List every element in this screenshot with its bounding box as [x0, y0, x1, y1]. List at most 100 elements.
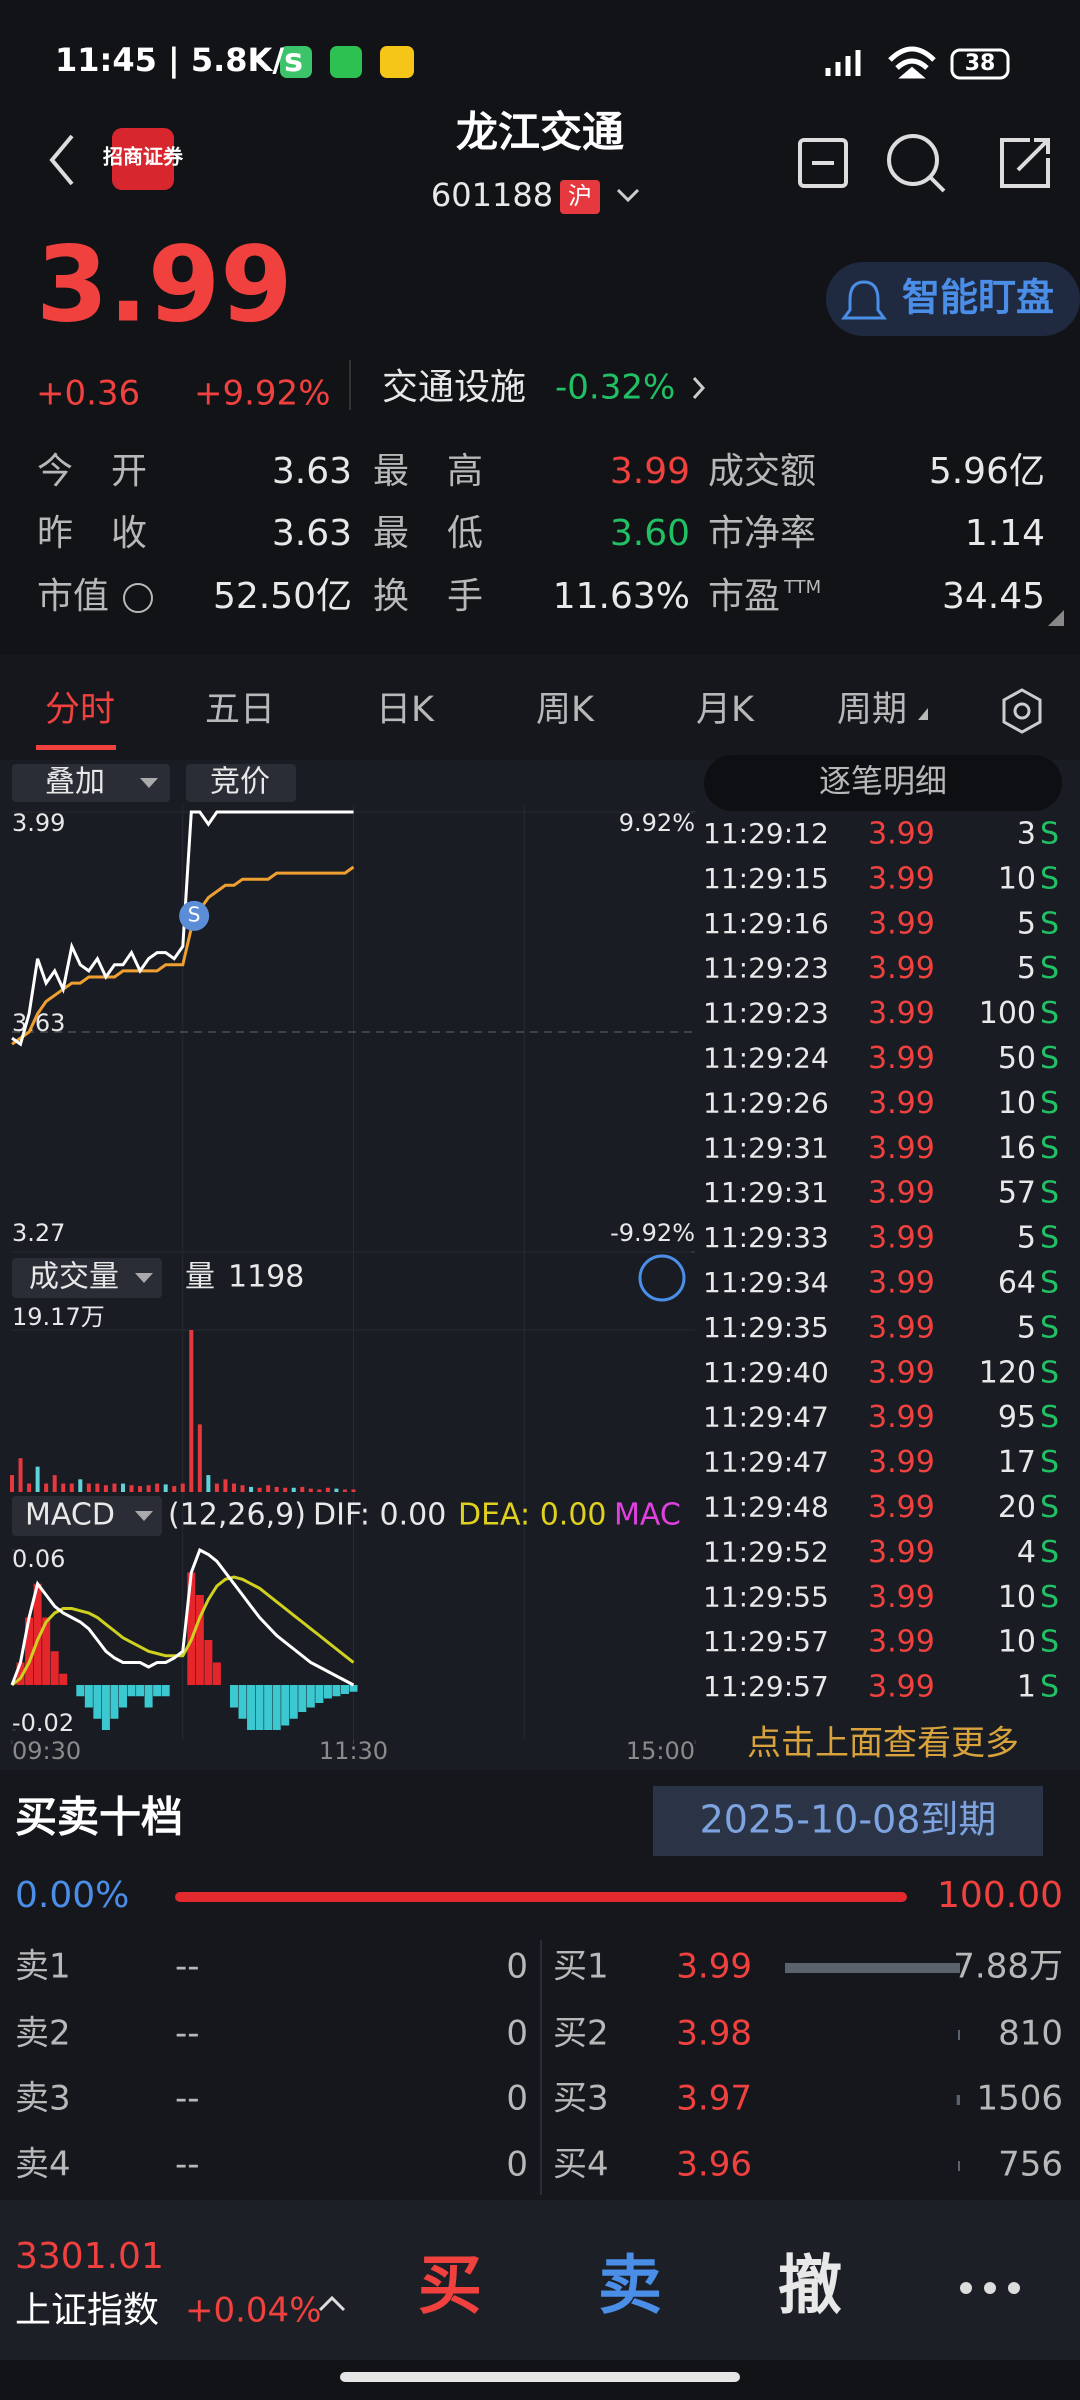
stat-value: 5.96亿 — [929, 451, 1045, 492]
settings-icon[interactable] — [1002, 688, 1042, 734]
volume-button[interactable]: 成交量 — [29, 1260, 119, 1295]
tick-price: 3.99 — [868, 1445, 935, 1480]
button[interactable]: 叠加 — [45, 765, 105, 800]
volume-bar — [249, 1486, 254, 1492]
zoom-button[interactable] — [638, 1254, 686, 1302]
ticks-more[interactable]: 点击上面查看更多 — [747, 1724, 1019, 1764]
macd-bar — [255, 1685, 264, 1730]
tick-price: 3.99 — [868, 861, 935, 896]
volume-bar — [44, 1483, 49, 1492]
sell-button[interactable]: 卖 — [598, 2250, 662, 2324]
macd-button[interactable]: MACD — [25, 1498, 115, 1533]
cancel-button[interactable]: 撤 — [778, 2250, 842, 2324]
dropdown-arrow[interactable] — [616, 188, 640, 203]
tick-price: 3.99 — [868, 951, 935, 986]
tick-time: 11:29:26 — [703, 1086, 829, 1119]
info-icon[interactable] — [123, 583, 153, 613]
macd-bar — [144, 1685, 153, 1708]
status-time: 11:45 | 5.8K/s — [55, 41, 303, 80]
volume-bar — [78, 1479, 83, 1492]
buy-volume: 7.88万 — [953, 1947, 1063, 1987]
button-caret — [140, 778, 158, 788]
macd-bar — [161, 1685, 170, 1697]
macd-bar — [204, 1640, 213, 1685]
tick-time: 11:29:31 — [703, 1131, 829, 1164]
tick-time: 11:29:47 — [703, 1446, 829, 1479]
sell-label: 卖4 — [15, 2145, 71, 2185]
macd-bar — [42, 1617, 51, 1685]
chart-bg — [0, 760, 1080, 1770]
stat-label: 昨收 — [37, 513, 185, 554]
macd-button-bg[interactable] — [12, 1496, 162, 1536]
index-name: 上证指数 — [15, 2290, 159, 2331]
tick-volume: 95 — [998, 1400, 1036, 1435]
monitor-button[interactable]: 智能盯盘 — [902, 276, 1054, 320]
sector-name[interactable]: 交通设施 — [382, 367, 526, 408]
auction-button-bg[interactable] — [186, 764, 296, 802]
volume-tick-label: 19.17万 — [12, 1303, 105, 1331]
tick-price: 3.99 — [868, 1221, 935, 1256]
volume-bar — [129, 1485, 134, 1492]
market-label: 沪 — [568, 182, 592, 210]
volume-button-bg[interactable] — [12, 1258, 162, 1298]
sell-volume: 0 — [506, 2014, 528, 2054]
monitor-button-bg[interactable] — [826, 262, 1080, 336]
tab[interactable]: 日K — [376, 690, 435, 730]
buy-volume-bar — [956, 2095, 960, 2105]
tick-price: 3.99 — [868, 906, 935, 941]
dif-label: DIF: 0.00 — [313, 1498, 446, 1533]
macd-bar — [264, 1685, 273, 1730]
volume-bar — [206, 1475, 211, 1492]
tick-price: 3.99 — [868, 1041, 935, 1076]
price-line — [11, 810, 354, 1047]
header-actions[interactable] — [798, 134, 1050, 193]
buy-price: 3.98 — [676, 2014, 752, 2054]
buy-button[interactable]: 买 — [418, 2250, 482, 2324]
tick-time: 11:29:47 — [703, 1401, 829, 1434]
dea-line — [11, 1575, 355, 1687]
tick-time: 11:29:31 — [703, 1176, 829, 1209]
pct-tick-label: -9.92% — [610, 1219, 695, 1247]
macd-bar — [16, 1662, 25, 1685]
tab[interactable]: 分时 — [45, 690, 115, 730]
tab[interactable]: 周期 — [837, 690, 907, 730]
macd-bar — [306, 1685, 315, 1708]
volume-bar — [10, 1475, 14, 1492]
tick-side: S — [1040, 1490, 1059, 1525]
tick-price: 3.99 — [868, 1580, 935, 1615]
x-tick-label: 09:30 — [12, 1737, 81, 1765]
stat-value: 3.63 — [272, 451, 352, 492]
macd-bar — [76, 1685, 85, 1697]
tab[interactable]: 月K — [696, 690, 755, 730]
tick-price: 3.99 — [868, 996, 935, 1031]
back-button[interactable] — [49, 134, 74, 186]
tick-price: 3.99 — [868, 1625, 935, 1660]
expand-index[interactable] — [318, 2295, 346, 2312]
macd-bar — [84, 1685, 93, 1708]
button[interactable]: 竞价 — [210, 765, 270, 800]
button-caret — [135, 1273, 153, 1283]
buy-label: 买4 — [553, 2145, 609, 2185]
tick-price: 3.99 — [868, 1535, 935, 1570]
expand-corner[interactable] — [1048, 610, 1064, 626]
stat-label: 最高 — [373, 451, 521, 492]
macd-bar — [212, 1662, 221, 1685]
tick-time: 11:29:52 — [703, 1535, 829, 1568]
ticks-title[interactable]: 逐笔明细 — [819, 762, 947, 800]
tab[interactable]: 周K — [536, 690, 595, 730]
sell-volume: 0 — [506, 2079, 528, 2119]
buy-volume-bar — [958, 2161, 960, 2171]
signal-marker — [179, 900, 210, 931]
more-button[interactable] — [960, 2282, 1020, 2294]
buy-price: 3.99 — [676, 1947, 752, 1987]
tab[interactable]: 五日 — [205, 690, 275, 730]
buy-price: 3.96 — [676, 2145, 752, 2185]
ticks-title-bg[interactable] — [704, 755, 1062, 811]
sector-arrow[interactable] — [692, 376, 706, 400]
tick-side: S — [1040, 861, 1059, 896]
sell-price: -- — [175, 2079, 200, 2119]
stat-label: 最低 — [373, 513, 521, 554]
dea-label: DEA: 0.00 — [458, 1498, 607, 1533]
overlay-button-bg[interactable] — [12, 764, 170, 802]
tick-side: S — [1040, 1580, 1059, 1615]
